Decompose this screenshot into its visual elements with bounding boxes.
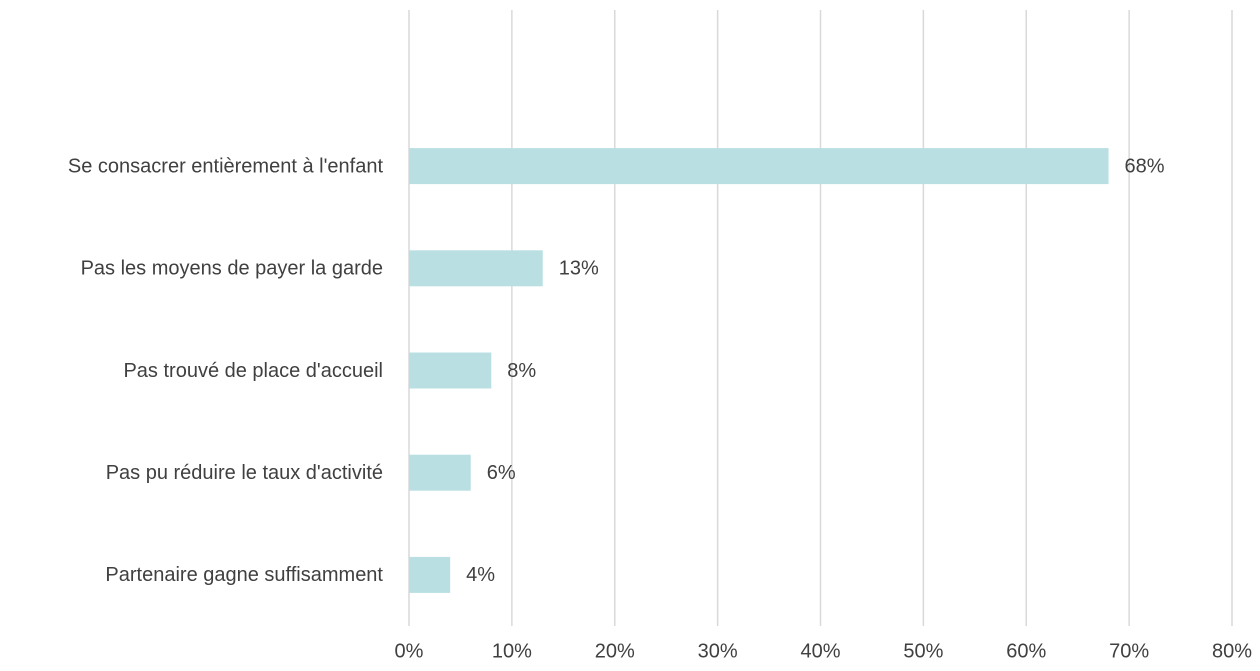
data-label: 68%	[1125, 155, 1165, 177]
bar	[409, 148, 1109, 185]
bar	[409, 556, 451, 593]
y-tick-label: Pas trouvé de place d'accueil	[123, 360, 383, 382]
y-tick-label: Se consacrer entièrement à l'enfant	[68, 155, 384, 177]
x-tick-label: 10%	[492, 640, 532, 662]
x-tick-label: 20%	[595, 640, 635, 662]
y-tick-label: Pas les moyens de payer la garde	[81, 258, 383, 280]
data-label: 8%	[507, 360, 536, 382]
bar	[409, 250, 543, 287]
y-tick-label: Partenaire gagne suffisamment	[105, 564, 383, 586]
data-label: 4%	[466, 564, 495, 586]
x-tick-label: 40%	[800, 640, 840, 662]
y-tick-label: Pas pu réduire le taux d'activité	[106, 462, 383, 484]
x-tick-label: 50%	[903, 640, 943, 662]
x-tick-label: 70%	[1109, 640, 1149, 662]
x-tick-label: 60%	[1006, 640, 1046, 662]
x-tick-label: 80%	[1212, 640, 1252, 662]
x-tick-label: 0%	[395, 640, 424, 662]
data-label: 6%	[487, 462, 516, 484]
data-label: 13%	[559, 258, 599, 280]
x-tick-label: 30%	[698, 640, 738, 662]
bar	[409, 352, 492, 389]
bar	[409, 454, 471, 491]
